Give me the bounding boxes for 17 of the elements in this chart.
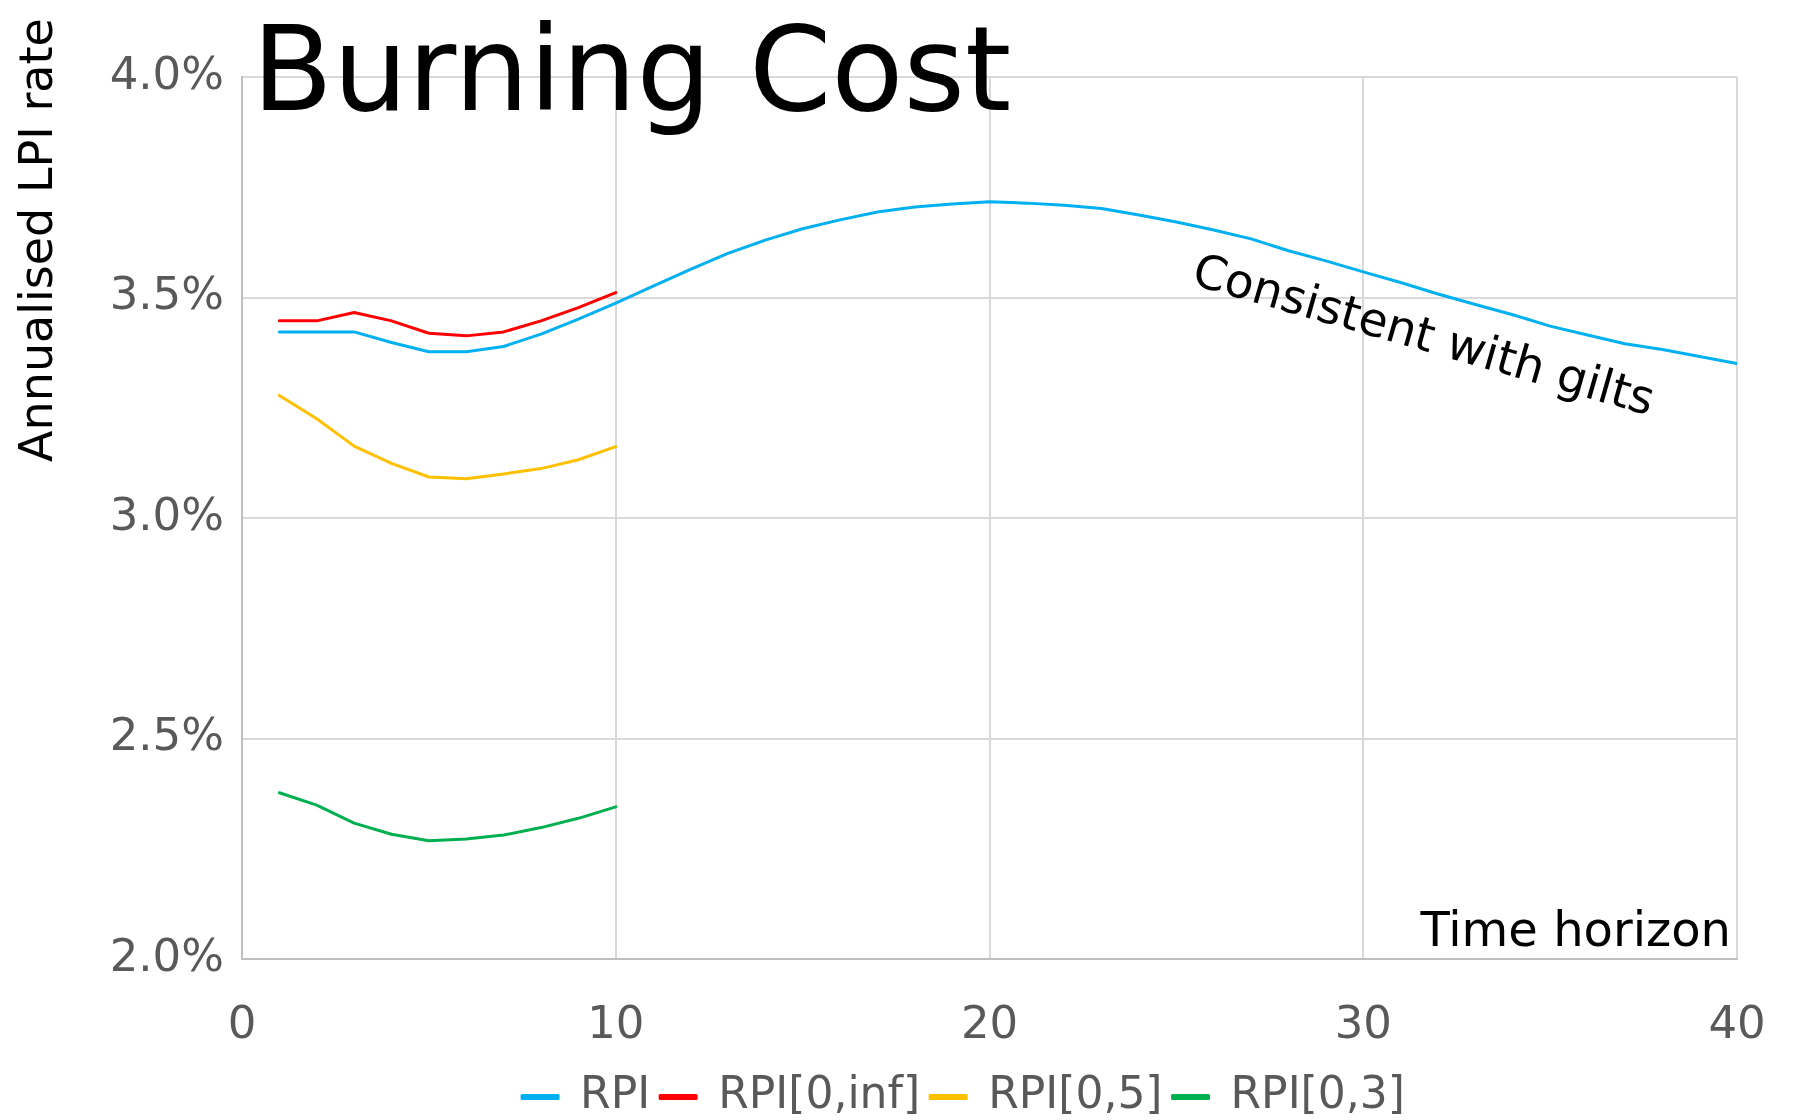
y-axis-title: Annualised LPI rate (8, 18, 63, 462)
y-tick-label: 4.0% (109, 46, 224, 100)
x-tick-label: 30 (1334, 995, 1392, 1049)
x-axis-title: Time horizon (1419, 901, 1731, 957)
x-tick-label: 10 (587, 995, 645, 1049)
legend-label: RPI[0,inf] (718, 1067, 921, 1119)
legend-label: RPI[0,3] (1230, 1067, 1405, 1119)
legend-label: RPI (580, 1067, 651, 1119)
y-tick-label: 2.5% (109, 708, 224, 762)
x-tick-label: 0 (227, 995, 257, 1049)
x-tick-label: 40 (1708, 995, 1766, 1049)
chart-title: Burning Cost (252, 0, 1012, 138)
legend-label: RPI[0,5] (988, 1067, 1163, 1119)
y-tick-label: 3.0% (109, 487, 224, 541)
y-tick-label: 2.0% (109, 928, 224, 982)
x-tick-label: 20 (960, 995, 1019, 1049)
y-tick-label: 3.5% (109, 267, 224, 321)
